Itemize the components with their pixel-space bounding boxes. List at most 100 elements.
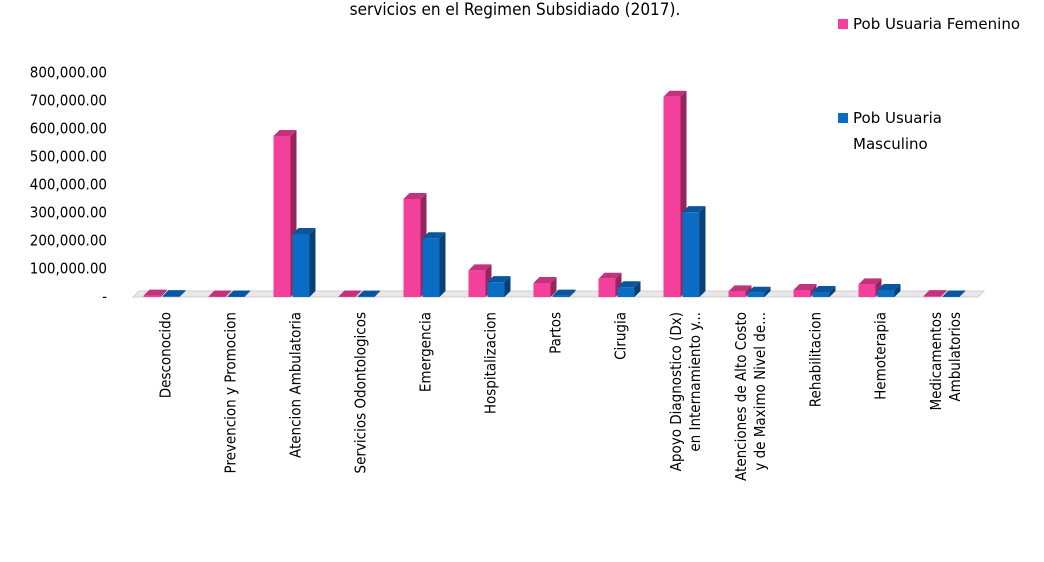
x-tick-label-line: Atencion Ambulatoria [287, 312, 305, 458]
bar-top [487, 276, 511, 283]
x-tick-label: Atencion Ambulatoria [287, 312, 305, 458]
bar-front [468, 270, 486, 297]
bar-top [422, 232, 446, 239]
bar-side [634, 281, 641, 297]
bar-front [728, 291, 746, 297]
bar-side [829, 285, 836, 297]
bar-top [208, 290, 232, 297]
bar [617, 281, 641, 297]
bar [227, 290, 251, 297]
bar-side [764, 286, 771, 297]
bar-side [160, 289, 167, 297]
y-tick-label: 200,000.00 [30, 232, 107, 250]
bar-top [338, 290, 362, 297]
bar-front [208, 296, 226, 297]
bar-front [403, 199, 421, 297]
bar [793, 284, 817, 297]
legend-swatch [838, 19, 848, 29]
bar-front [227, 296, 245, 297]
legend-entry: Pob Usuaria Femenino [838, 15, 1038, 33]
bar-top [877, 284, 901, 290]
bar-top [728, 285, 752, 292]
bar-front [162, 296, 180, 297]
x-tick-label: MedicamentosAmbulatorios [927, 312, 964, 411]
bar-side [225, 290, 232, 297]
bar [877, 284, 901, 297]
bar-side [894, 284, 901, 297]
bar-front [357, 296, 375, 298]
bar-side [940, 290, 947, 297]
x-tick-label-line: Partos [547, 312, 565, 354]
bar [208, 290, 232, 297]
bar-side [745, 285, 752, 297]
bar-front [682, 212, 700, 297]
x-tick-label-line: Cirugia [612, 312, 630, 360]
bar-top [292, 228, 316, 234]
legend-entry: Pob Usuaria Masculino [838, 105, 968, 157]
bar-top [533, 277, 557, 283]
bar-front [487, 282, 505, 297]
y-tick-label: 500,000.00 [30, 148, 107, 166]
x-tick-label-line: y de Maximo Nivel de... [751, 312, 769, 471]
bar-side [550, 277, 557, 297]
bar [357, 290, 381, 298]
bar-top [858, 278, 882, 285]
bar-front [292, 234, 310, 297]
x-tick-label-line: Medicamentos [927, 312, 945, 411]
x-tick-label-line: Hemoterapia [872, 312, 890, 400]
bar-front [812, 291, 830, 297]
bar-front [338, 296, 356, 297]
bar-front [877, 290, 895, 297]
x-tick-label: Atenciones de Alto Costoy de Maximo Nive… [732, 312, 769, 481]
bar-side [374, 290, 381, 297]
y-tick-label: 700,000.00 [30, 92, 107, 110]
x-tick-label: Desconocido [157, 312, 175, 398]
x-tick-label-line: Servicios Odontologicos [352, 312, 370, 473]
bar-top [273, 130, 297, 136]
chart-title: servicios en el Regimen Subsidiado (2017… [350, 0, 681, 20]
bar [422, 232, 446, 297]
bar-top [747, 286, 771, 293]
bar-front [273, 136, 291, 297]
bar-top [812, 285, 836, 292]
bar-front [942, 296, 960, 297]
bar-side [569, 289, 576, 297]
bar-front [663, 96, 681, 297]
x-tick-label: Emergencia [417, 312, 435, 392]
bar-top [227, 290, 251, 297]
legend-swatch [838, 113, 848, 123]
x-tick-label-line: Hospitalizacion [482, 312, 500, 414]
bar-front [533, 283, 551, 297]
bar-front [858, 284, 876, 297]
bar-top [403, 193, 427, 199]
x-tick-label: Hospitalizacion [482, 312, 500, 414]
x-tick-label: Servicios Odontologicos [352, 312, 370, 473]
x-tick-label: Cirugia [612, 312, 630, 360]
bar-top [552, 289, 576, 296]
x-tick-label: Apoyo Diagnostico (Dx)en Internamiento y… [667, 312, 704, 471]
bar-front [422, 238, 440, 297]
legend-label: Pob Usuaria Masculino [853, 109, 942, 153]
bar [682, 206, 706, 297]
x-tick-label-line: Ambulatorios [946, 312, 964, 402]
x-tick-label: Rehabilitacion [807, 312, 825, 407]
bar [143, 289, 167, 297]
bar-side [959, 290, 966, 297]
bar-side [244, 290, 251, 297]
bar-top [357, 290, 381, 297]
bar [292, 228, 316, 297]
bar [552, 289, 576, 297]
bar-front [793, 290, 811, 297]
bar-side [355, 290, 362, 297]
y-tick-label: 800,000.00 [30, 64, 107, 82]
bar-front [552, 295, 570, 297]
y-tick-label: 400,000.00 [30, 176, 107, 194]
bar [663, 90, 687, 297]
bar [942, 290, 966, 297]
bar-top [143, 289, 167, 296]
bar-top [162, 290, 186, 297]
x-tick-label: Prevencion y Promocion [222, 312, 240, 474]
bar-top [923, 290, 947, 297]
